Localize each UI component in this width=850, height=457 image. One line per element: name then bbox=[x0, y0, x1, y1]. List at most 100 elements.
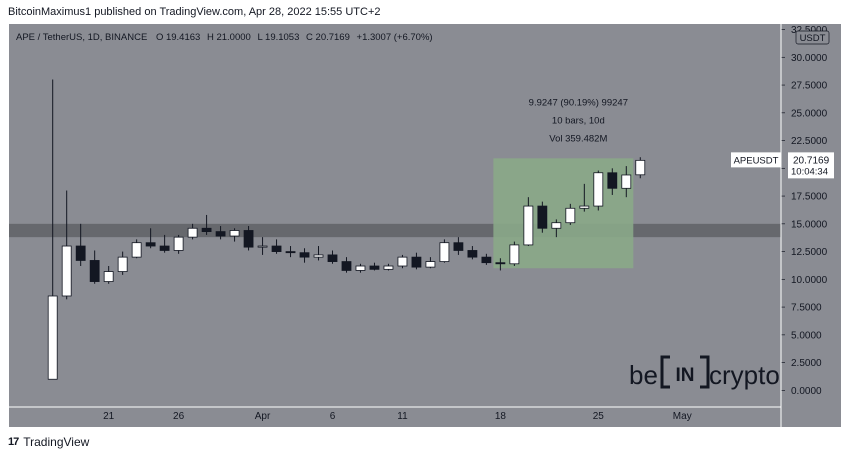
chart-canvas[interactable]: 0.0000 2.5000 5.0000 7.5000 10.0000 12.5000 15… bbox=[9, 24, 841, 427]
candle-body bbox=[299, 252, 310, 258]
watermark-crypto: crypto bbox=[709, 360, 780, 390]
publish-info: BitcoinMaximus1 published on TradingView… bbox=[8, 6, 381, 18]
candle-body bbox=[327, 254, 338, 262]
candle-body bbox=[61, 245, 72, 297]
price-tick-label: 10.0000 bbox=[791, 275, 828, 286]
candle-body bbox=[201, 227, 212, 232]
time-tick-label: 26 bbox=[173, 411, 185, 422]
candle-body bbox=[131, 242, 142, 258]
candle-body bbox=[47, 295, 58, 380]
high-label: H bbox=[207, 32, 214, 43]
candle-body bbox=[117, 256, 128, 272]
candle-body bbox=[565, 207, 576, 224]
time-tick-label: 11 bbox=[397, 411, 408, 422]
time-axis-ticks: 21 26 Apr 6 11 18 25 May bbox=[103, 411, 692, 422]
price-tick-label: 0.0000 bbox=[791, 386, 822, 397]
price-tick-label: 17.5000 bbox=[791, 192, 828, 203]
candle-body bbox=[467, 250, 478, 258]
tradingview-logo-icon: 17 bbox=[8, 436, 19, 448]
time-tick-label: 21 bbox=[103, 411, 115, 422]
candle-body bbox=[397, 256, 408, 267]
candle-body bbox=[551, 222, 562, 229]
open-label: O bbox=[156, 32, 163, 43]
price-tick-label: 25.0000 bbox=[791, 108, 828, 119]
price-tag-value: 20.7169 bbox=[793, 155, 830, 166]
bar-countdown: 10:04:34 bbox=[791, 166, 828, 177]
axis-unit-label: USDT bbox=[795, 30, 830, 45]
candle-body bbox=[481, 256, 492, 264]
watermark-be: be bbox=[629, 360, 658, 390]
candle-body bbox=[271, 245, 282, 252]
candles-group bbox=[47, 79, 646, 380]
candle-body bbox=[607, 172, 618, 189]
low-label: L bbox=[257, 32, 262, 43]
candle-body bbox=[509, 244, 520, 265]
candle-body bbox=[593, 172, 604, 207]
open-value: 19.4163 bbox=[166, 32, 200, 43]
symbol-tag-box bbox=[731, 152, 781, 168]
beincrypto-watermark: be IN crypto bbox=[629, 354, 780, 390]
candle-body bbox=[187, 227, 198, 238]
price-tick-label: 30.0000 bbox=[791, 53, 828, 64]
candle-body bbox=[383, 265, 394, 270]
measure-line-bars: 10 bars, 10d bbox=[552, 115, 605, 126]
symbol-tag: APEUSDT bbox=[734, 155, 779, 166]
high-value: 21.0000 bbox=[216, 32, 250, 43]
watermark-bracket-gap bbox=[670, 354, 700, 390]
tradingview-footer[interactable]: 17 TradingView bbox=[8, 435, 89, 449]
watermark-in: IN bbox=[676, 365, 695, 386]
time-tick-label: May bbox=[673, 411, 692, 422]
candle-body bbox=[425, 261, 436, 268]
time-tick-label: Apr bbox=[255, 411, 271, 422]
time-tick-label: 25 bbox=[593, 411, 605, 422]
candle-body bbox=[257, 245, 268, 248]
price-tick-label: 15.0000 bbox=[791, 219, 828, 230]
price-axis-panel[interactable] bbox=[781, 24, 841, 427]
candle-body bbox=[341, 261, 352, 271]
measure-label: 9.9247 (90.19%) 99247 10 bars, 10d Vol 3… bbox=[529, 97, 628, 144]
time-tick-label: 18 bbox=[495, 411, 507, 422]
candle-body bbox=[215, 231, 226, 237]
price-tick-label: 5.0000 bbox=[791, 330, 822, 341]
candle-body bbox=[411, 256, 422, 268]
price-tick-label: 2.5000 bbox=[791, 358, 822, 369]
candle-body bbox=[243, 230, 254, 248]
unit-text: USDT bbox=[800, 33, 826, 44]
price-tick-label: 12.5000 bbox=[791, 247, 828, 258]
resistance-zone bbox=[9, 223, 781, 238]
candle-body bbox=[75, 245, 86, 261]
candle-body bbox=[355, 265, 366, 271]
close-value: 20.7169 bbox=[316, 32, 350, 43]
candle-body bbox=[523, 205, 534, 246]
candle-body bbox=[103, 271, 114, 282]
candle-body bbox=[89, 260, 100, 282]
candle-body bbox=[439, 242, 450, 262]
tradingview-brand[interactable]: TradingView bbox=[23, 435, 90, 449]
svg-text:APE / TetherUS, 1D, BINANCE: APE / TetherUS, 1D, BINANCE O 19.4163 H … bbox=[16, 32, 433, 43]
price-tick-label: 27.5000 bbox=[791, 81, 828, 92]
price-tick-label: 7.5000 bbox=[791, 303, 822, 314]
time-axis-panel[interactable] bbox=[9, 407, 781, 427]
change-value: +1.3007 (+6.70%) bbox=[357, 32, 433, 43]
current-price-tag: APEUSDT 20.7169 10:04:34 bbox=[731, 152, 834, 179]
price-tag-box bbox=[788, 152, 834, 179]
candle-body bbox=[453, 242, 464, 251]
time-tick-label: 6 bbox=[330, 411, 336, 422]
candle-body bbox=[537, 205, 548, 229]
low-value: 19.1053 bbox=[265, 32, 299, 43]
candle-body bbox=[145, 242, 156, 247]
symbol-title: APE / TetherUS, 1D, BINANCE bbox=[16, 32, 147, 43]
candlestick-chart[interactable]: 0.0000 2.5000 5.0000 7.5000 10.0000 12.5000 15… bbox=[9, 24, 841, 427]
candle-body bbox=[173, 236, 184, 251]
candle-body bbox=[495, 262, 506, 265]
candle-body bbox=[635, 159, 646, 176]
candle-body bbox=[159, 245, 170, 251]
price-tick-label: 22.5000 bbox=[791, 136, 828, 147]
price-tick-label: 32.5000 bbox=[791, 25, 828, 36]
candle-body bbox=[285, 251, 296, 254]
candle-body bbox=[621, 174, 632, 189]
candle-body bbox=[579, 205, 590, 209]
measure-line-change: 9.9247 (90.19%) 99247 bbox=[529, 97, 628, 108]
candle-body bbox=[369, 265, 380, 270]
symbol-info-line: APE / TetherUS, 1D, BINANCE O 19.4163 H … bbox=[16, 32, 433, 43]
